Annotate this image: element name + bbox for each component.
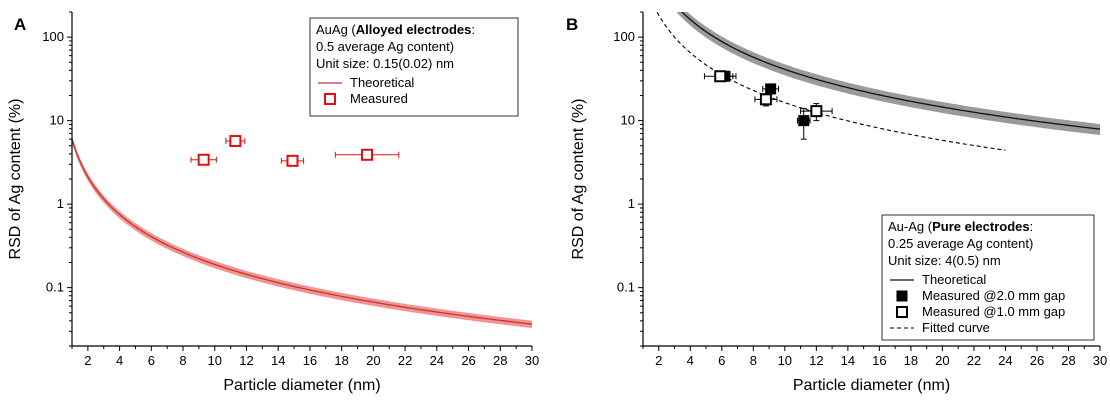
open-square-marker bbox=[286, 154, 299, 167]
legend-title: AuAg (Alloyed electrodes: bbox=[316, 22, 475, 37]
legend-line-3: Unit size: 4(0.5) nm bbox=[888, 253, 1001, 268]
x-tick-label: 28 bbox=[1061, 353, 1075, 368]
panel-letter: B bbox=[566, 15, 578, 34]
data-point bbox=[762, 83, 780, 95]
legend: AuAg (Alloyed electrodes: 0.5 average Ag … bbox=[309, 17, 519, 117]
filled-square-marker bbox=[765, 83, 777, 95]
legend: Au-Ag (Pure electrodes: 0.25 average Ag c… bbox=[881, 214, 1095, 341]
y-tick-label: 1 bbox=[57, 196, 64, 211]
x-tick-label: 6 bbox=[148, 353, 155, 368]
panel-a: A2 4 6 8 10 12 14 16 18 20 22 24 26 28 300.1110100Part… bbox=[7, 11, 539, 394]
data-point bbox=[754, 93, 778, 107]
panel-letter: A bbox=[14, 15, 26, 34]
theoretical-band bbox=[72, 135, 532, 328]
x-tick-label: 12 bbox=[239, 353, 253, 368]
y-axis-title: RSD of Ag content (%) bbox=[570, 99, 587, 260]
theoretical-line bbox=[72, 138, 532, 325]
x-tick-label: 2 bbox=[655, 353, 662, 368]
x-tick-label: 20 bbox=[935, 353, 949, 368]
legend-entry-label: Measured bbox=[350, 91, 408, 106]
legend-line-2: 0.25 average Ag content) bbox=[888, 236, 1033, 251]
data-point bbox=[190, 153, 217, 166]
theoretical-line bbox=[681, 12, 1100, 130]
x-tick-label: 30 bbox=[525, 353, 539, 368]
x-tick-label: 6 bbox=[718, 353, 725, 368]
x-tick-label: 12 bbox=[809, 353, 823, 368]
data-point bbox=[800, 103, 833, 122]
legend-open-square bbox=[324, 93, 336, 105]
x-tick-label: 24 bbox=[998, 353, 1012, 368]
legend-open-square bbox=[896, 306, 908, 318]
open-square-marker bbox=[810, 105, 823, 118]
open-square-marker bbox=[229, 135, 242, 148]
open-square-marker bbox=[197, 153, 210, 166]
legend-entry-label: Theoretical bbox=[350, 75, 414, 90]
x-tick-label: 22 bbox=[967, 353, 981, 368]
data-point bbox=[796, 107, 811, 140]
y-tick-label: 100 bbox=[42, 29, 64, 44]
legend-entry-label: Fitted curve bbox=[922, 320, 990, 335]
x-tick-label: 18 bbox=[904, 353, 918, 368]
x-tick-label: 30 bbox=[1093, 353, 1107, 368]
y-axis-title: RSD of Ag content (%) bbox=[7, 99, 24, 260]
x-tick-label: 26 bbox=[461, 353, 475, 368]
legend-entry-label: Measured @2.0 mm gap bbox=[922, 288, 1065, 303]
x-tick-label: 8 bbox=[179, 353, 186, 368]
x-tick-label: 26 bbox=[1030, 353, 1044, 368]
x-tick-label: 10 bbox=[778, 353, 792, 368]
x-axis-title: Particle diameter (nm) bbox=[223, 377, 380, 394]
legend-entry-label: Measured @1.0 mm gap bbox=[922, 304, 1065, 319]
x-tick-label: 22 bbox=[398, 353, 412, 368]
open-square-marker bbox=[714, 70, 727, 83]
legend-line-3: Unit size: 0.15(0.02) nm bbox=[316, 56, 454, 71]
x-tick-label: 4 bbox=[116, 353, 123, 368]
legend-line-2: 0.5 average Ag content) bbox=[316, 39, 454, 54]
open-square-marker bbox=[361, 148, 374, 161]
x-tick-label: 10 bbox=[208, 353, 222, 368]
legend-filled-square bbox=[896, 290, 908, 302]
panel-b: B2 4 6 8 10 12 14 16 18 20 22 24 26 28 300.1110100Part… bbox=[566, 11, 1107, 394]
x-axis-title: Particle diameter (nm) bbox=[793, 377, 950, 394]
data-point bbox=[225, 135, 246, 148]
y-tick-label: 0.1 bbox=[617, 280, 635, 295]
open-square-marker bbox=[759, 93, 772, 106]
data-point bbox=[703, 70, 737, 83]
x-tick-label: 14 bbox=[841, 353, 855, 368]
data-point bbox=[280, 154, 305, 167]
filled-square-marker bbox=[798, 115, 810, 127]
x-tick-label: 28 bbox=[493, 353, 507, 368]
legend-entry-label: Theoretical bbox=[922, 272, 986, 287]
legend-box bbox=[881, 214, 1095, 341]
y-tick-label: 0.1 bbox=[46, 280, 64, 295]
x-tick-label: 18 bbox=[334, 353, 348, 368]
y-tick-label: 100 bbox=[613, 29, 635, 44]
x-tick-label: 2 bbox=[84, 353, 91, 368]
x-tick-label: 20 bbox=[366, 353, 380, 368]
x-tick-label: 16 bbox=[872, 353, 886, 368]
x-tick-label: 4 bbox=[687, 353, 694, 368]
legend-box bbox=[309, 17, 519, 117]
x-tick-label: 8 bbox=[750, 353, 757, 368]
data-point bbox=[334, 148, 400, 161]
x-tick-label: 16 bbox=[303, 353, 317, 368]
plot-area bbox=[72, 135, 532, 328]
x-tick-label: 24 bbox=[430, 353, 444, 368]
theoretical-band bbox=[676, 12, 1100, 136]
x-tick-label: 14 bbox=[271, 353, 285, 368]
legend-title: Au-Ag (Pure electrodes: bbox=[888, 219, 1033, 234]
y-tick-label: 10 bbox=[50, 113, 64, 128]
y-tick-label: 1 bbox=[628, 196, 635, 211]
plot-area bbox=[656, 12, 1100, 151]
y-tick-label: 10 bbox=[621, 113, 635, 128]
